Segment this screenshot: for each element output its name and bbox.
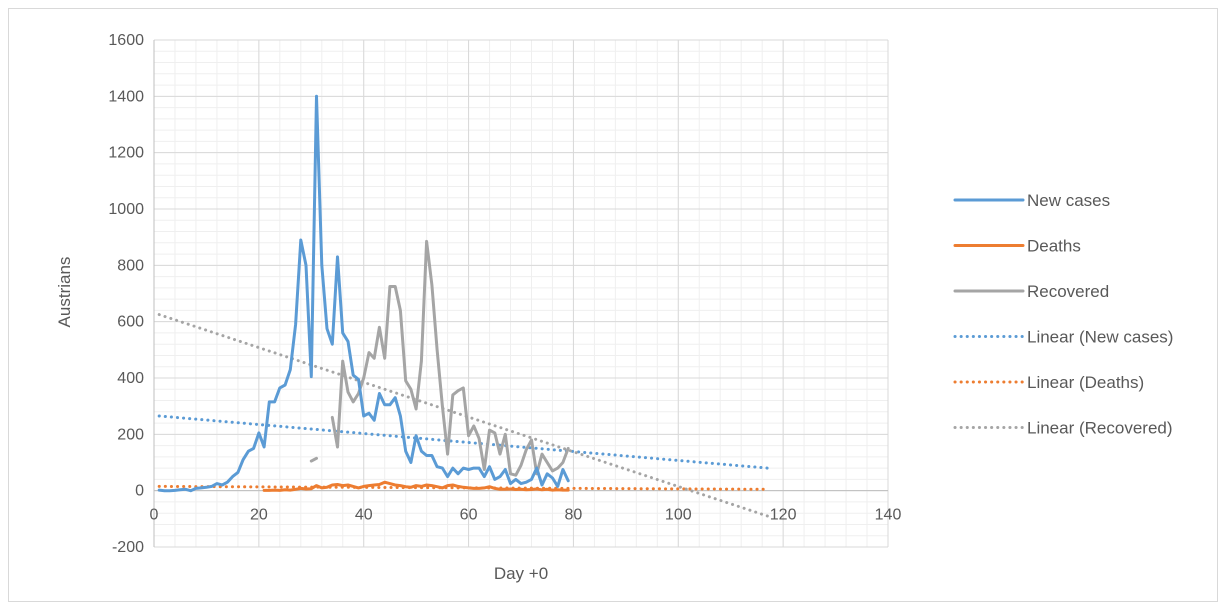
axes <box>153 40 888 547</box>
x-tick-label: 120 <box>770 507 797 524</box>
y-tick-label: 1000 <box>108 201 144 218</box>
y-tick-label: 0 <box>135 483 144 500</box>
x-tick-label: 20 <box>250 507 268 524</box>
legend-label-linear-recovered: Linear (Recovered) <box>1027 419 1173 438</box>
chart-frame <box>8 8 1218 602</box>
y-tick-label: 400 <box>117 370 144 387</box>
legend-label-deaths: Deaths <box>1027 237 1081 256</box>
y-tick-label: -200 <box>112 539 144 556</box>
y-tick-label: 1400 <box>108 88 144 105</box>
legend-label-recovered: Recovered <box>1027 282 1109 301</box>
series-line-deaths <box>262 480 570 492</box>
legend: New cases Deaths Recovered Linear (New case… <box>953 191 1173 438</box>
y-tick-label: 1200 <box>108 145 144 162</box>
legend-label-new-cases: New cases <box>1027 191 1110 210</box>
x-tick-label: 140 <box>875 507 902 524</box>
y-tick-label: 600 <box>117 314 144 331</box>
y-axis-title: Austrians <box>55 257 74 328</box>
series-line-new-cases <box>157 94 570 493</box>
y-tick-label: 1600 <box>108 32 144 49</box>
x-tick-label: 100 <box>665 507 692 524</box>
legend-label-linear-new-cases: Linear (New cases) <box>1027 328 1173 347</box>
y-tick-label: 200 <box>117 426 144 443</box>
x-tick-labels: 0 20 40 60 80 100 120 140 <box>150 507 902 524</box>
legend-label-linear-deaths: Linear (Deaths) <box>1027 373 1144 392</box>
y-tick-labels: -200 0 200 400 600 800 1000 1200 1400 1600 <box>108 32 144 556</box>
series-line-linear-new-cases <box>157 414 769 470</box>
minor-gridlines <box>153 39 889 548</box>
x-axis-title: Day +0 <box>494 564 548 583</box>
x-tick-label: 40 <box>355 507 373 524</box>
x-tick-label: 0 <box>150 507 159 524</box>
y-tick-label: 800 <box>117 257 144 274</box>
series-line-recovered <box>309 456 318 463</box>
major-gridlines <box>153 39 889 548</box>
series-line-recovered <box>330 239 570 477</box>
series-layer <box>157 94 769 518</box>
x-tick-label: 60 <box>460 507 478 524</box>
x-tick-label: 80 <box>565 507 583 524</box>
